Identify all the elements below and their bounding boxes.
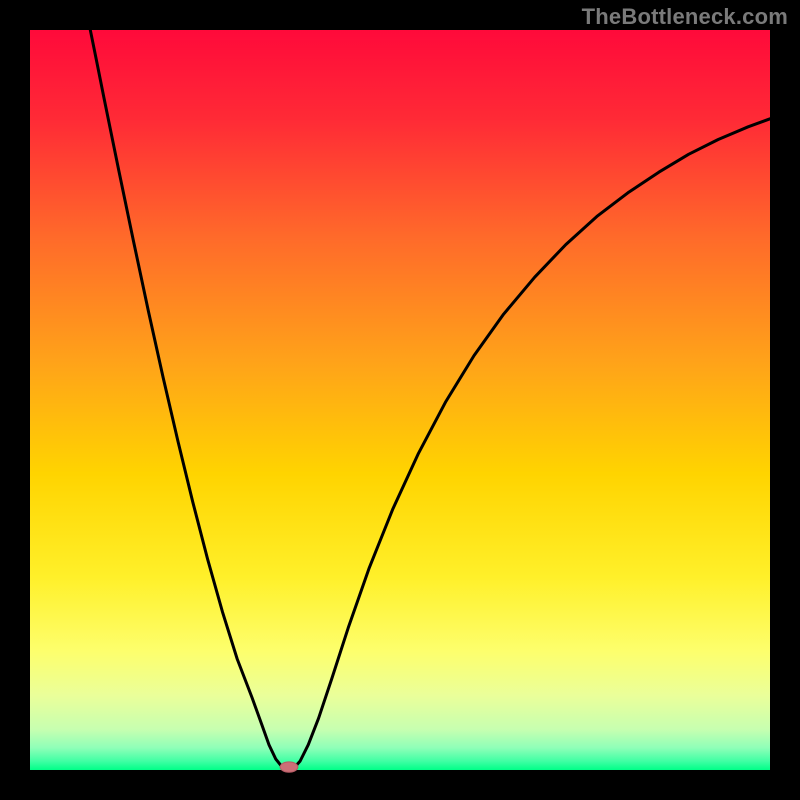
plot-background [30,30,770,770]
bottleneck-chart [0,0,800,800]
minimum-marker [280,762,298,772]
chart-frame: TheBottleneck.com [0,0,800,800]
watermark-label: TheBottleneck.com [582,4,788,30]
